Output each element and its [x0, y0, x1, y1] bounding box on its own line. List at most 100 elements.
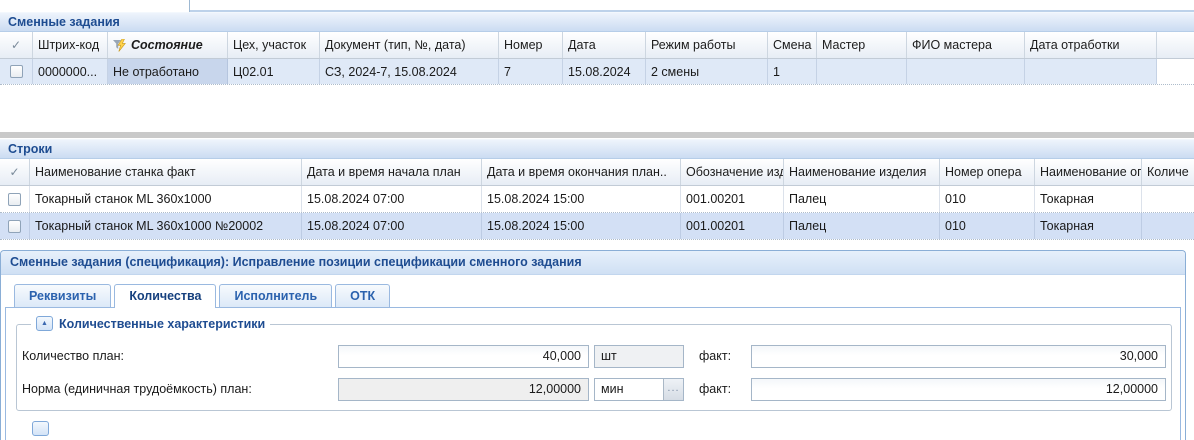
column-header-op-num[interactable]: Номер опера: [940, 159, 1035, 185]
cell-op-num[interactable]: 010: [940, 186, 1035, 212]
column-header-number[interactable]: Номер: [499, 32, 563, 58]
collapse-group-button[interactable]: ▲: [36, 316, 53, 331]
cell-end[interactable]: 15.08.2024 15:00: [482, 186, 681, 212]
column-header-qty[interactable]: Количе: [1147, 165, 1189, 179]
cell-qty[interactable]: [1142, 186, 1194, 212]
tab-rekvizity[interactable]: Реквизиты: [14, 284, 112, 307]
shift-task-row[interactable]: 0000000... Не отработано Ц02.01 СЗ, 2024…: [0, 59, 1194, 85]
input-quantity-fact[interactable]: 30,000: [751, 345, 1166, 368]
input-quantity-plan[interactable]: 40,000: [338, 345, 589, 368]
outer-active-tab-edge[interactable]: [0, 0, 190, 12]
row-checkbox[interactable]: [8, 219, 21, 233]
column-header-filler: [1157, 32, 1194, 58]
check-all-icon: ✓: [9, 165, 20, 179]
row-checkbox[interactable]: [9, 65, 23, 78]
cell-date[interactable]: 15.08.2024: [563, 59, 646, 84]
shift-tasks-grid: ✓ Штрих-код Состояние Цех, участок Докум…: [0, 32, 1194, 85]
cell-state[interactable]: Не отработано: [108, 59, 228, 84]
chevron-up-icon: ▲: [41, 320, 48, 327]
column-header-master[interactable]: Мастер: [817, 32, 907, 58]
cell-work-date[interactable]: [1025, 59, 1157, 84]
cell-barcode[interactable]: 0000000...: [33, 59, 108, 84]
column-header-shop[interactable]: Цех, участок: [228, 32, 320, 58]
cell-start[interactable]: 15.08.2024 07:00: [302, 213, 482, 239]
column-header-end[interactable]: Дата и время окончания план..: [482, 159, 681, 185]
group-legend: ▲ Количественные характеристики: [31, 316, 271, 331]
rows-header-row: ✓ Наименование станка факт Дата и время …: [0, 159, 1194, 186]
column-header-barcode[interactable]: Штрих-код: [33, 32, 108, 58]
column-header-state-label: Состояние: [131, 38, 203, 52]
shift-tasks-grid-empty-area: [0, 85, 1194, 132]
label-norm-fact: факт:: [699, 382, 732, 396]
cell-op-name[interactable]: Токарная: [1035, 186, 1142, 212]
rows-grid: ✓ Наименование станка факт Дата и время …: [0, 159, 1194, 240]
group-title: Количественные характеристики: [59, 316, 266, 331]
cell-design[interactable]: 001.00201: [681, 213, 784, 239]
horizontal-splitter[interactable]: [0, 132, 1194, 139]
column-header-doc[interactable]: Документ (тип, №, дата): [320, 32, 499, 58]
column-header-product[interactable]: Наименование изделия: [784, 159, 940, 185]
column-header-mode[interactable]: Режим работы: [646, 32, 768, 58]
check-all-icon: ✓: [10, 38, 22, 52]
column-header-date[interactable]: Дата: [563, 32, 646, 58]
column-header-work-date[interactable]: Дата отработки: [1025, 32, 1157, 58]
tab-page-kolichestva: ▲ Количественные характеристики Количест…: [5, 307, 1181, 440]
spec-editor-tabs: Реквизиты Количества Исполнитель ОТК: [14, 282, 1185, 308]
rows-grid-row-2-selected[interactable]: Токарный станок ML 360x1000 №20002 15.08…: [0, 213, 1194, 240]
collapse-next-group-button[interactable]: [32, 421, 49, 436]
unit-quantity-value: шт: [601, 349, 617, 363]
cell-qty[interactable]: [1142, 213, 1194, 239]
cell-filler: [1157, 59, 1194, 84]
cell-op-num[interactable]: 010: [940, 213, 1035, 239]
shift-tasks-header-row: ✓ Штрих-код Состояние Цех, участок Докум…: [0, 32, 1194, 59]
cell-start[interactable]: 15.08.2024 07:00: [302, 186, 482, 212]
cell-doc[interactable]: СЗ, 2024-7, 15.08.2024: [320, 59, 499, 84]
column-header-op-name[interactable]: Наименование опе: [1035, 159, 1142, 185]
outer-tab-strip: [0, 0, 1194, 12]
column-header-check[interactable]: ✓: [0, 159, 30, 185]
rows-panel-title: Строки: [0, 139, 1194, 159]
column-header-check[interactable]: ✓: [0, 32, 33, 58]
cell-mode[interactable]: 2 смены: [646, 59, 768, 84]
label-quantity-plan: Количество план:: [22, 349, 124, 363]
tab-kolichestva[interactable]: Количества: [114, 284, 217, 308]
column-header-machine[interactable]: Наименование станка факт: [30, 159, 302, 185]
cell-shop[interactable]: Ц02.01: [228, 59, 320, 84]
label-norm-plan: Норма (единичная трудоёмкость) план:: [22, 382, 252, 396]
input-norm-fact[interactable]: 12,00000: [751, 378, 1166, 401]
cell-machine[interactable]: Токарный станок ML 360x1000 №20002: [30, 213, 302, 239]
cell-product[interactable]: Палец: [784, 186, 940, 212]
cell-machine[interactable]: Токарный станок ML 360x1000: [30, 186, 302, 212]
label-quantity-fact: факт:: [699, 349, 732, 363]
rows-grid-row-1[interactable]: Токарный станок ML 360x1000 15.08.2024 0…: [0, 186, 1194, 213]
input-norm-plan[interactable]: 12,00000: [338, 378, 589, 401]
row-checkbox-cell[interactable]: [0, 186, 30, 212]
column-header-master-name[interactable]: ФИО мастера: [907, 32, 1025, 58]
row-checkbox[interactable]: [8, 192, 21, 206]
row-checkbox-cell[interactable]: [0, 59, 33, 84]
cell-end[interactable]: 15.08.2024 15:00: [482, 213, 681, 239]
column-header-design[interactable]: Обозначение изд: [681, 159, 784, 185]
cell-design[interactable]: 001.00201: [681, 186, 784, 212]
spec-editor-panel: Сменные задания (спецификация): Исправле…: [0, 250, 1186, 440]
cell-op-name[interactable]: Токарная: [1035, 213, 1142, 239]
group-quantitative-characteristics: ▲ Количественные характеристики Количест…: [16, 316, 1172, 411]
state-filter-lightning-icon: [113, 38, 127, 52]
column-header-start[interactable]: Дата и время начала план: [302, 159, 482, 185]
tab-ispolnitel[interactable]: Исполнитель: [219, 284, 333, 307]
column-header-state[interactable]: Состояние: [108, 32, 228, 58]
spec-editor-title: Сменные задания (спецификация): Исправле…: [1, 251, 1185, 275]
column-header-shift[interactable]: Смена: [768, 32, 817, 58]
cell-master-name[interactable]: [907, 59, 1025, 84]
unit-norm-value: мин: [601, 382, 624, 396]
cell-shift[interactable]: 1: [768, 59, 817, 84]
unit-browse-button[interactable]: ...: [663, 379, 683, 400]
unit-quantity[interactable]: шт: [594, 345, 684, 368]
cell-number[interactable]: 7: [499, 59, 563, 84]
shift-tasks-panel-title: Сменные задания: [0, 12, 1194, 32]
tab-otk[interactable]: ОТК: [335, 284, 391, 307]
unit-norm[interactable]: мин ...: [594, 378, 684, 401]
row-checkbox-cell[interactable]: [0, 213, 30, 239]
cell-product[interactable]: Палец: [784, 213, 940, 239]
cell-master[interactable]: [817, 59, 907, 84]
